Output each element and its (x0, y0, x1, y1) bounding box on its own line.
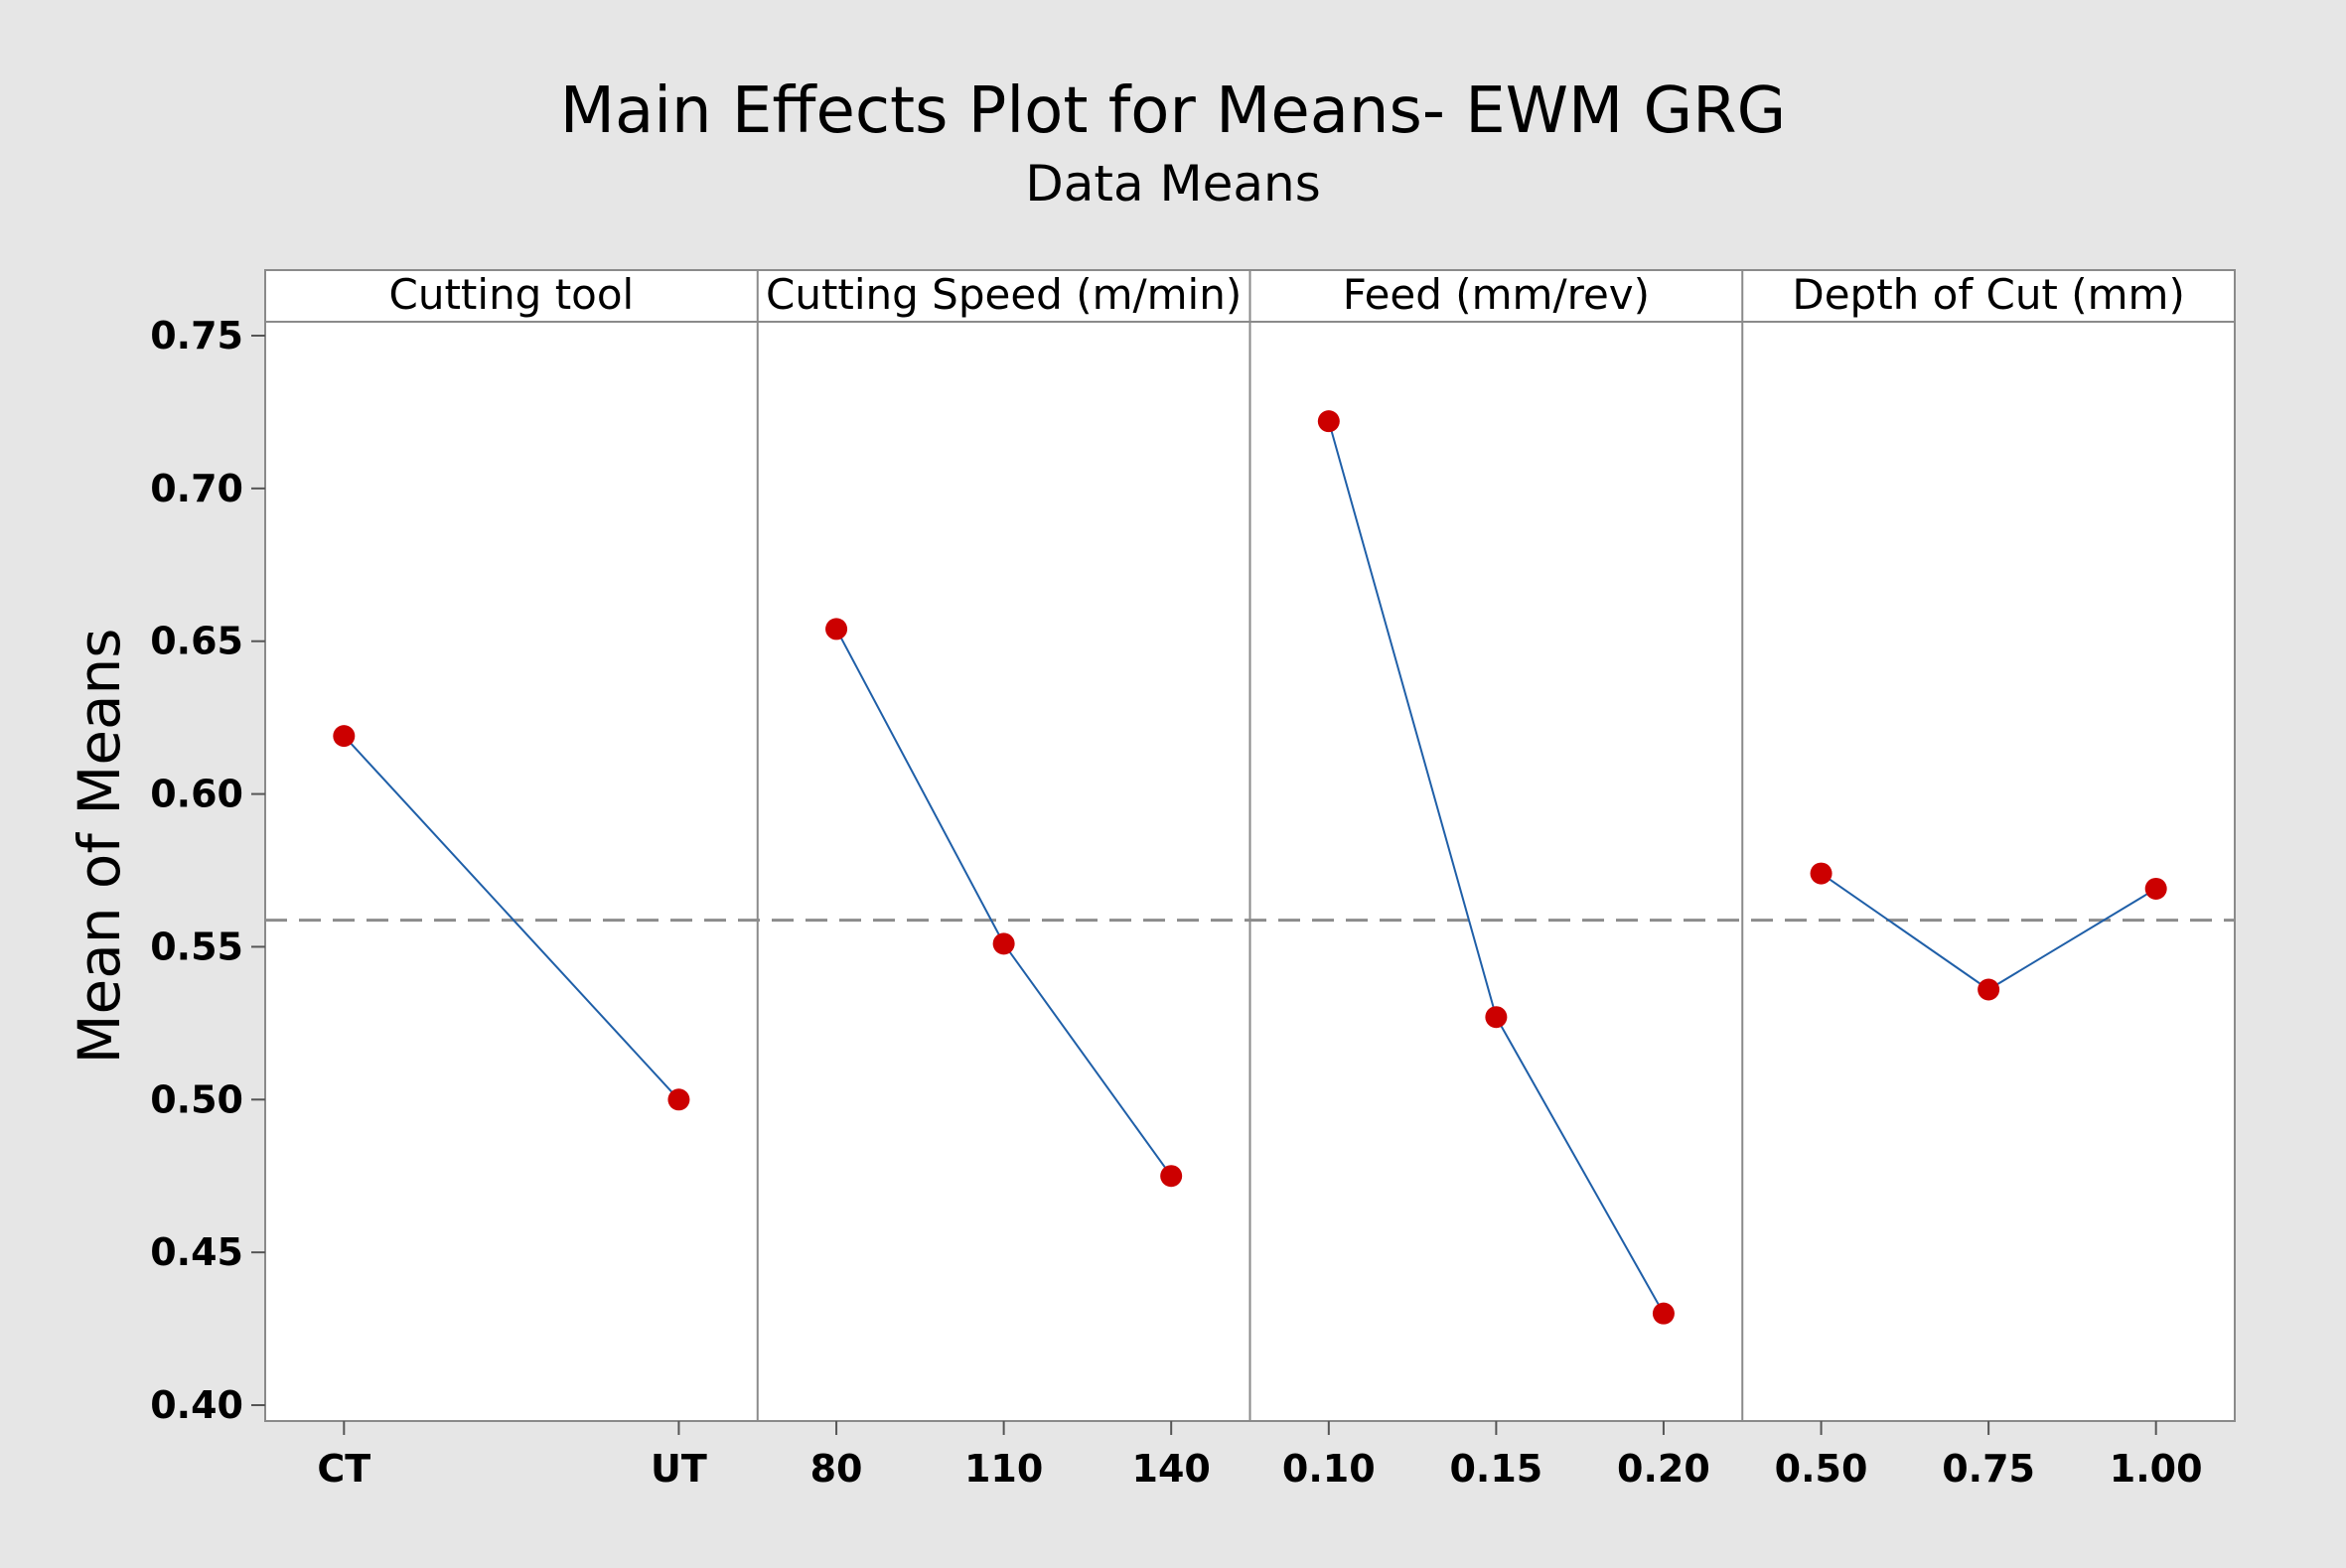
data-point (1160, 1165, 1183, 1188)
x-tick-label: 0.15 (1449, 1447, 1542, 1491)
y-tick-label: 0.55 (150, 925, 243, 968)
x-tick-label: UT (651, 1447, 707, 1491)
y-axis-label: Mean of Means (66, 628, 133, 1064)
y-tick-label: 0.75 (150, 314, 243, 357)
y-tick-label: 0.70 (150, 467, 243, 510)
data-point (667, 1088, 690, 1111)
x-tick-label: 1.00 (2110, 1447, 2203, 1491)
y-tick-label: 0.50 (150, 1077, 243, 1121)
data-point (1810, 862, 1833, 885)
panel-label: Cutting Speed (m/min) (766, 270, 1242, 319)
data-point (333, 725, 356, 748)
data-point (1485, 1006, 1508, 1029)
data-point (1978, 978, 2000, 1001)
y-tick-label: 0.60 (150, 773, 243, 816)
x-tick-label: 110 (964, 1447, 1043, 1491)
panel-label: Cutting tool (389, 270, 635, 319)
data-point (2144, 877, 2167, 900)
y-tick-label: 0.65 (150, 620, 243, 663)
y-tick-label: 0.40 (150, 1383, 243, 1427)
chart-title: Main Effects Plot for Means- EWM GRG (560, 74, 1786, 148)
data-point (992, 932, 1015, 955)
panel-label: Depth of Cut (mm) (1792, 270, 2184, 319)
data-point (1317, 410, 1340, 433)
x-tick-label: 0.50 (1775, 1447, 1868, 1491)
x-tick-label: 0.20 (1617, 1447, 1710, 1491)
x-tick-label: 80 (810, 1447, 863, 1491)
chart-subtitle: Data Means (1025, 155, 1321, 213)
x-tick-label: 0.75 (1942, 1447, 2035, 1491)
x-tick-label: 0.10 (1282, 1447, 1376, 1491)
plot-area: 0.40 0.45 0.50 0.55 0.60 0.65 0.70 0.75 Cutting … (150, 269, 2236, 1491)
series-line (343, 735, 680, 1100)
y-tick-label: 0.45 (150, 1230, 243, 1274)
data-point (825, 618, 848, 641)
data-point (1652, 1302, 1675, 1325)
x-tick-label: CT (317, 1447, 370, 1491)
x-tick-label: 140 (1132, 1447, 1211, 1491)
panel-label: Feed (mm/rev) (1343, 270, 1650, 319)
